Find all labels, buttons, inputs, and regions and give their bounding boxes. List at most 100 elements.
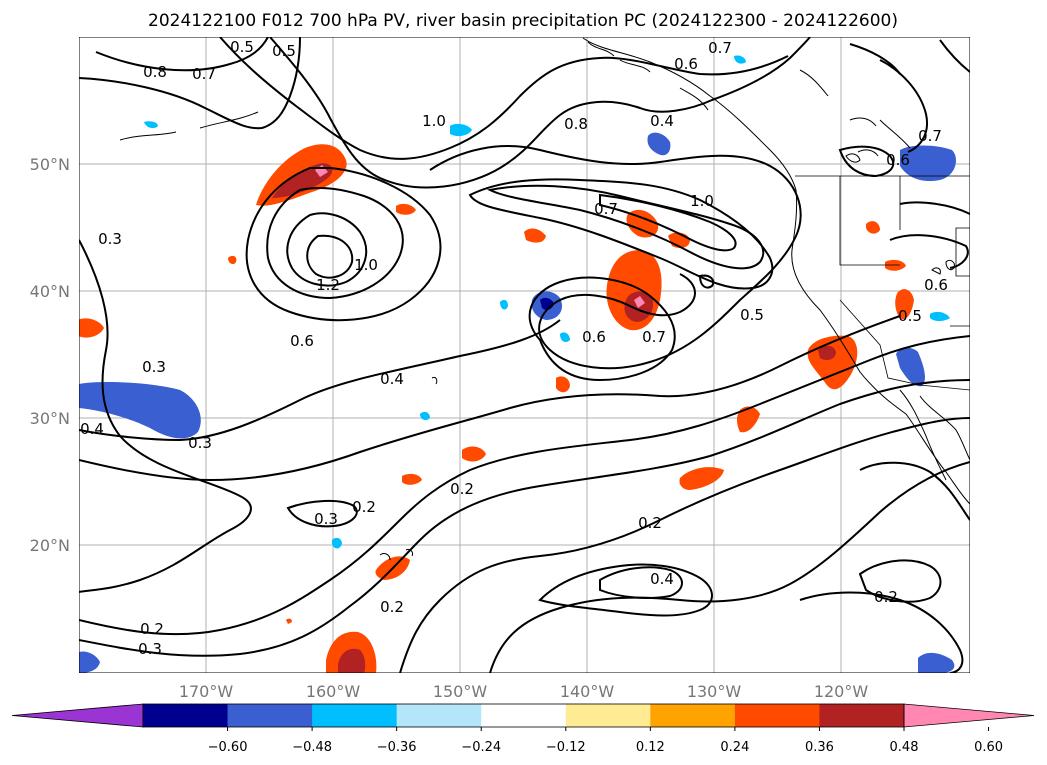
anomaly-neg xyxy=(560,332,570,342)
anomaly-pos xyxy=(634,296,645,308)
anomaly-neg xyxy=(450,123,472,137)
anomaly-pos xyxy=(228,255,237,265)
lon-label: 160°W xyxy=(306,682,361,701)
colorbar-tick-label: 0.12 xyxy=(636,740,665,755)
contour-label: 0.6 xyxy=(674,55,698,73)
colorbar-tick-label: 0.60 xyxy=(974,740,1003,755)
contour-label: 0.5 xyxy=(740,306,764,324)
colorbar-segment xyxy=(481,704,567,727)
anomaly-neg xyxy=(420,411,430,421)
lon-label: 150°W xyxy=(433,682,488,701)
anomaly-pos xyxy=(79,318,104,338)
anomaly-pos xyxy=(524,228,546,243)
anomaly-pos xyxy=(338,648,366,673)
contour-label: 0.2 xyxy=(638,514,662,532)
contour-label: 0.6 xyxy=(886,151,910,169)
contour-label: 0.5 xyxy=(272,42,296,60)
longitude-labels: 170°W 160°W 150°W 140°W 130°W 120°W xyxy=(179,682,869,701)
anomaly-pos xyxy=(737,406,760,433)
contour-label: 0.2 xyxy=(380,598,404,616)
colorbar-segment xyxy=(143,704,229,727)
contour-labels: 0.8 0.7 0.5 0.5 0.7 0.6 0.4 0.8 1.0 0.6 … xyxy=(80,38,948,658)
anomaly-neg xyxy=(144,121,158,129)
contour-label: 1.0 xyxy=(354,256,378,274)
anomaly-pos xyxy=(286,618,292,624)
contour-label: 0.7 xyxy=(708,39,732,57)
colorbar-segment xyxy=(819,704,905,727)
colorbar-tick-label: −0.48 xyxy=(292,740,332,755)
anomaly-pos xyxy=(679,467,724,490)
lat-label: 40°N xyxy=(30,282,70,301)
contour-label: 0.7 xyxy=(642,328,666,346)
colorbar-tick-label: −0.24 xyxy=(461,740,501,755)
anomaly-pos xyxy=(402,473,422,485)
contour-label: 0.3 xyxy=(138,640,162,658)
colorbar-tick-label: −0.36 xyxy=(377,740,417,755)
anomaly-pos xyxy=(626,209,659,238)
colorbar-segment xyxy=(312,704,398,727)
colorbar-segment xyxy=(734,704,820,727)
contour-label: 0.7 xyxy=(918,127,942,145)
anomaly-neg xyxy=(918,652,955,673)
anomaly-neg xyxy=(500,299,508,310)
contour-label: 0.7 xyxy=(192,65,216,83)
colorbar-segment xyxy=(227,704,313,727)
contour-label: 0.3 xyxy=(98,230,122,248)
contour-label: 0.6 xyxy=(290,332,314,350)
colorbar-segments xyxy=(11,703,1035,728)
colorbar: −0.60 −0.48 −0.36 −0.24 −0.12 0.12 0.24 0.36 0.4… xyxy=(11,703,1035,755)
lon-label: 130°W xyxy=(687,682,742,701)
contour-label: 0.2 xyxy=(140,620,164,638)
contour-label: 0.6 xyxy=(582,328,606,346)
contour-label: 0.2 xyxy=(352,498,376,516)
colorbar-segment xyxy=(650,704,736,727)
contour-label: 0.2 xyxy=(450,480,474,498)
anomaly-pos xyxy=(866,221,880,234)
contour-label: 0.4 xyxy=(650,570,674,588)
coastlines xyxy=(119,37,970,561)
anomaly-pos xyxy=(396,203,416,215)
contour-label: 1.0 xyxy=(422,112,446,130)
colorbar-tick-label: 0.36 xyxy=(805,740,834,755)
contour-label: 0.4 xyxy=(80,420,104,438)
anomaly-pos xyxy=(556,376,570,393)
anomaly-pos xyxy=(462,446,486,462)
anomaly-neg xyxy=(332,537,342,549)
contour-label: 0.3 xyxy=(314,510,338,528)
latitude-labels: 50°N 40°N 30°N 20°N xyxy=(30,155,70,555)
contour-label: 0.3 xyxy=(188,434,212,452)
colorbar-segment xyxy=(565,704,651,727)
contour-label: 0.4 xyxy=(380,370,404,388)
precip-anomalies xyxy=(79,55,956,673)
anomaly-neg xyxy=(900,145,956,182)
contour-label: 0.4 xyxy=(650,112,674,130)
map-panel: 0.8 0.7 0.5 0.5 0.7 0.6 0.4 0.8 1.0 0.6 … xyxy=(79,37,970,673)
map-title: 2024122100 F012 700 hPa PV, river basin … xyxy=(148,11,898,31)
anomaly-neg xyxy=(896,347,925,387)
anomaly-pos xyxy=(895,289,914,320)
contour-label: 0.7 xyxy=(594,200,618,218)
contour-label: 0.5 xyxy=(898,307,922,325)
colorbar-extend-low xyxy=(11,703,144,728)
lat-label: 20°N xyxy=(30,536,70,555)
contour-label: 0.8 xyxy=(564,115,588,133)
colorbar-segment xyxy=(396,704,482,727)
anomaly-neg xyxy=(734,55,746,64)
colorbar-tick-label: 0.24 xyxy=(720,740,749,755)
anomaly-pos xyxy=(818,345,836,360)
anomaly-neg xyxy=(79,382,201,439)
anomaly-neg xyxy=(79,651,100,673)
contour-label: 0.2 xyxy=(874,588,898,606)
contour-label: 0.6 xyxy=(924,276,948,294)
contour-label: 1.0 xyxy=(690,192,714,210)
colorbar-outline xyxy=(142,703,905,728)
colorbar-ticks: −0.60 −0.48 −0.36 −0.24 −0.12 0.12 0.24 0.36 0.4… xyxy=(208,727,1003,755)
anomaly-neg xyxy=(647,132,671,156)
colorbar-tick-label: −0.12 xyxy=(546,740,586,755)
contour-label: 1.2 xyxy=(316,276,340,294)
pv-contours xyxy=(79,37,970,673)
lat-label: 50°N xyxy=(30,155,70,174)
contour-label: 0.5 xyxy=(230,38,254,56)
contour-label: 0.8 xyxy=(143,63,167,81)
